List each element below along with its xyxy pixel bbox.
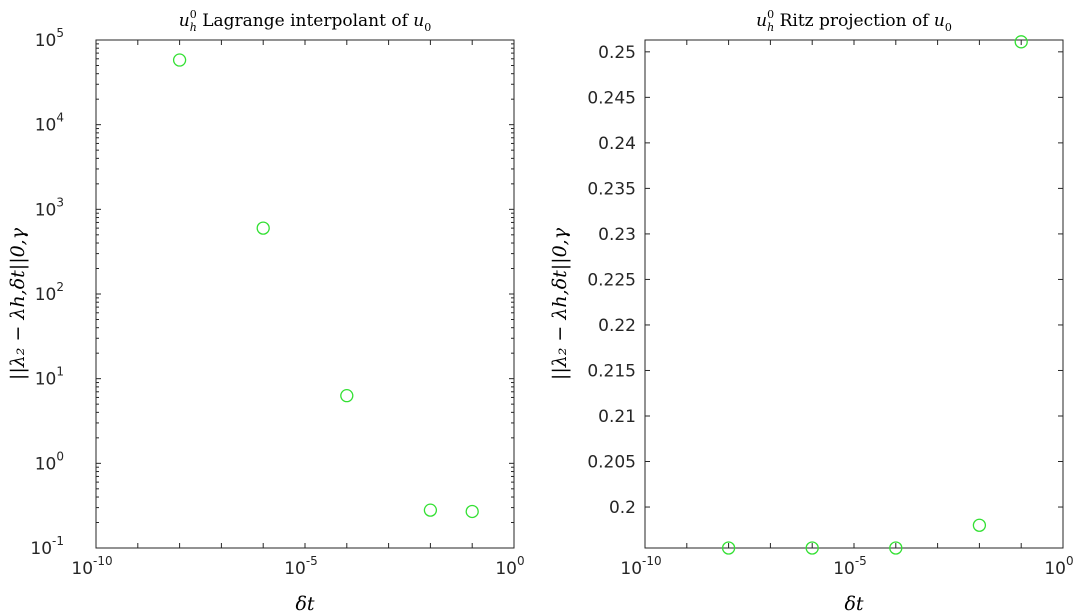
chart-title: u0 h Ritz projection of u0 [756,8,952,34]
x-tick-base: 10 [495,559,517,579]
x-tick-exponent: 0 [1066,554,1074,568]
x-tick-label: 10-10 [620,554,661,579]
y-tick-label: 10-1 [30,534,64,559]
x-tick-label: 10-10 [71,554,112,579]
y-tick-label: 0.24 [598,134,636,154]
y-tick-label: 0.23 [598,225,636,245]
x-tick-base: 10 [71,559,93,579]
y-axis-label: ||λ₂ − λh,δt||0,γ [7,227,29,380]
data-point [423,503,438,517]
title-subscript: h [190,21,197,34]
x-tick-label: 100 [495,554,524,579]
y-tick-label: 100 [35,449,64,474]
x-axis-label: δt [844,593,863,615]
title-superscript: 0 [190,8,197,21]
x-tick-exponent: 0 [517,554,525,568]
title-math: u [756,11,767,31]
axes-box [95,39,515,549]
y-tick-label: 0.205 [587,453,636,473]
y-tick-label: 0.21 [598,407,636,427]
y-tick-exponent: 2 [56,280,64,294]
y-tick-label: 0.215 [587,361,636,381]
title-superscript: 0 [767,8,774,21]
title-subscript-2: 0 [424,21,431,34]
x-tick-label: 10-5 [284,554,318,579]
y-tick-exponent: 1 [56,365,64,379]
data-point [340,389,354,403]
y-tick-base: 10 [30,539,52,559]
y-tick-exponent: -1 [52,534,64,548]
y-tick-base: 10 [35,285,57,305]
data-point [465,504,479,519]
y-tick-exponent: 5 [56,26,64,40]
title-text: Ritz projection of [774,11,934,31]
data-point [972,518,987,532]
x-tick-exponent: -5 [855,554,867,568]
y-tick-exponent: 3 [56,195,64,209]
y-tick-label: 0.235 [587,179,636,199]
title-math-2: u [934,11,945,31]
y-tick-exponent: 0 [56,449,64,463]
y-tick-label: 0.2 [609,498,636,518]
axes-box [644,39,1064,549]
y-tick-label: 0.225 [587,270,636,290]
data-point [889,541,903,555]
title-subscript-2: 0 [945,21,952,34]
x-tick-label: 10-5 [833,554,867,579]
x-tick-exponent: -10 [642,554,662,568]
y-tick-base: 10 [35,454,57,474]
y-tick-base: 10 [35,370,57,390]
x-axis-label: δt [295,593,314,615]
title-math-2: u [413,11,424,31]
y-tick-exponent: 4 [56,111,64,125]
chart-panel-2: 10-10 10-5 1000.20.2050.210.2150.220.2250.… [549,8,1074,615]
y-axis-label: ||λ₂ − λh,δt||0,γ [549,227,571,380]
x-tick-base: 10 [284,559,306,579]
x-tick-exponent: -5 [306,554,318,568]
title-subscript: h [767,21,774,34]
y-tick-label: 104 [35,111,64,136]
x-tick-base: 10 [620,559,642,579]
title-text: Lagrange interpolant of [197,11,413,31]
data-point [172,53,187,67]
y-tick-label: 0.25 [598,43,636,63]
y-tick-label: 103 [35,195,64,220]
chart-title: u0 h Lagrange interpolant of u0 [179,8,431,34]
y-tick-label: 0.245 [587,88,636,108]
y-tick-base: 10 [35,116,57,136]
data-point [721,541,736,555]
data-point [1014,35,1028,49]
y-tick-label: 105 [35,26,64,51]
y-tick-base: 10 [35,200,57,220]
x-tick-label: 100 [1044,554,1073,579]
data-point [805,541,819,555]
data-point [256,221,270,235]
y-tick-base: 10 [35,31,57,51]
x-tick-base: 10 [833,559,855,579]
title-math: u [179,11,190,31]
y-tick-label: 0.22 [598,316,636,336]
y-tick-label: 102 [35,280,64,305]
x-tick-base: 10 [1044,559,1066,579]
y-tick-label: 101 [35,365,64,390]
x-tick-exponent: -10 [93,554,113,568]
